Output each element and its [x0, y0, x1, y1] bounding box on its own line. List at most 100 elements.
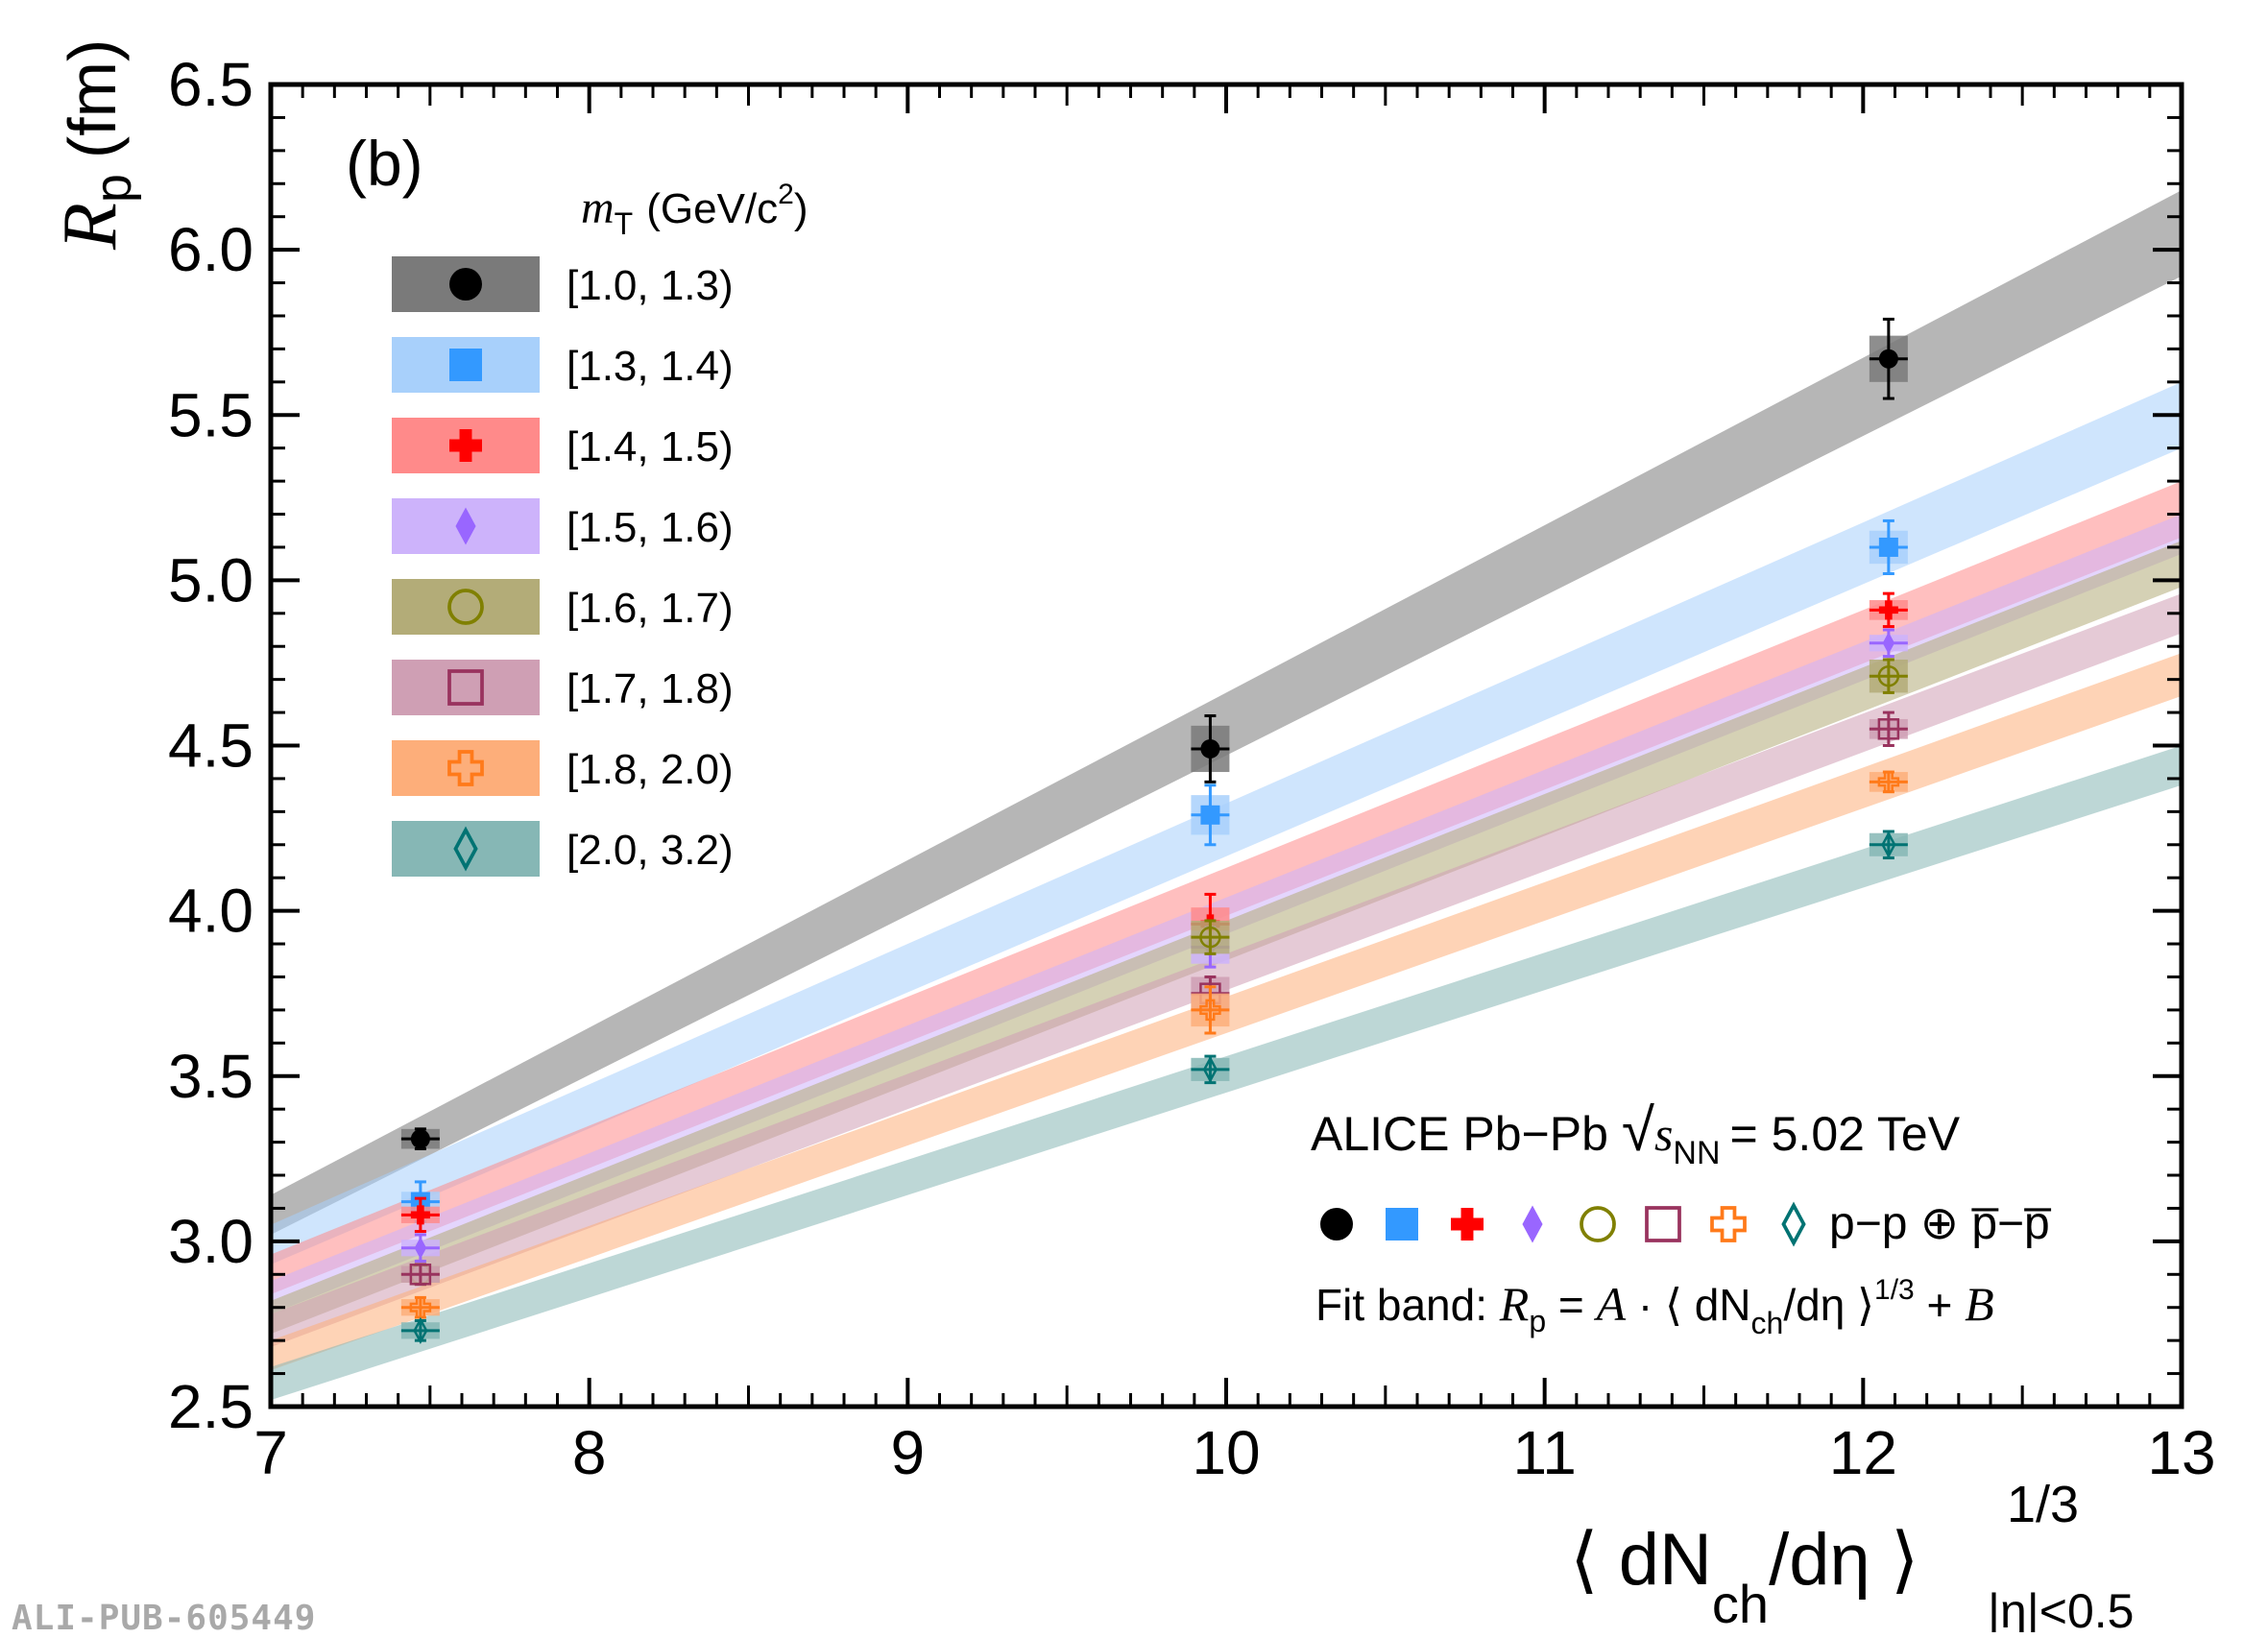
legend-marker	[447, 589, 484, 625]
legend-label: [1.3, 1.4)	[567, 343, 734, 390]
legend-marker-shape	[453, 826, 478, 872]
marker	[1877, 771, 1900, 793]
marker-shape	[1882, 632, 1895, 655]
marker-shape	[409, 1264, 432, 1286]
marker	[410, 1129, 430, 1149]
annotation-pairs: p−p ⊕ p̅−p̅	[1829, 1198, 2051, 1249]
marker	[1200, 738, 1220, 759]
legend: [1.0, 1.3) [1.3, 1.4) [1.4, 1.5) [1.5, 1.6)…	[392, 256, 734, 877]
marker	[1200, 805, 1220, 825]
legend-swatch	[392, 660, 540, 715]
point-s4-1	[400, 1233, 440, 1264]
annotation-marker-7	[1710, 1206, 1747, 1242]
annotation-marker-8	[1781, 1201, 1806, 1247]
legend-label: [1.4, 1.5)	[567, 423, 734, 470]
legend-marker-shape	[449, 268, 482, 301]
legend-marker	[447, 750, 484, 786]
legend-marker	[449, 268, 482, 301]
point-s3-1	[400, 1196, 440, 1234]
legend-item-5: [1.6, 1.7)	[392, 579, 734, 635]
y-tick-label: 5.5	[168, 380, 253, 449]
legend-marker-shape	[447, 589, 484, 625]
legend-label: [1.5, 1.6)	[567, 504, 734, 551]
annotation-marker-5	[1580, 1206, 1616, 1242]
axis-tick-labels: 7 8 9 10 11 12 13 2.5 3.0 3.5 4.0 4.5 5.0 5.5 6.0 6.5	[168, 50, 2216, 1487]
fit-band-6	[271, 593, 2182, 1348]
fit-band-1	[271, 190, 2182, 1235]
point-s7-1	[400, 1295, 440, 1319]
marker	[1199, 999, 1221, 1022]
point-s6-1	[400, 1263, 440, 1287]
y-tick-label: 6.0	[168, 215, 253, 284]
annotation-marker-1-shape	[1320, 1208, 1353, 1241]
marker-shape	[1877, 771, 1900, 793]
legend-label: [1.8, 2.0)	[567, 746, 734, 793]
x-tick-label: 8	[572, 1418, 607, 1487]
point-s1-2	[1191, 714, 1230, 783]
x-tick-label: 13	[2147, 1418, 2215, 1487]
y-tick-label: 2.5	[168, 1372, 253, 1441]
marker-shape	[1202, 1055, 1218, 1083]
marker	[414, 1237, 427, 1260]
legend-marker-shape	[447, 669, 484, 706]
y-tick-label: 4.0	[168, 877, 253, 946]
marker-shape	[1877, 718, 1900, 740]
legend-marker	[449, 349, 482, 381]
point-s3-3	[1869, 591, 1908, 629]
marker-shape	[1199, 926, 1221, 949]
legend-item-1: [1.0, 1.3)	[392, 256, 734, 312]
x-tick-label: 10	[1192, 1418, 1260, 1487]
marker-shape	[1881, 831, 1896, 858]
point-s7-3	[1869, 770, 1908, 794]
annotation-marker-7-shape	[1710, 1206, 1747, 1242]
legend-item-6: [1.7, 1.8)	[392, 660, 734, 715]
point-s8-1	[400, 1316, 440, 1344]
legend-swatch	[392, 740, 540, 796]
y-tick-label: 3.0	[168, 1207, 253, 1276]
marker	[410, 1205, 430, 1225]
marker-shape	[1200, 738, 1220, 759]
marker	[409, 1264, 432, 1286]
annotation-marker-3-shape	[1451, 1208, 1484, 1241]
x-axis-title: ⟨ dNch/dη ⟩1/3 |η|<0.5	[1570, 1476, 2135, 1632]
annotation-marker-2	[1386, 1208, 1418, 1241]
annotation-marker-4	[1522, 1205, 1543, 1243]
marker	[1199, 926, 1221, 949]
legend-marker-shape	[447, 750, 484, 786]
legend-marker-shape	[455, 507, 476, 545]
watermark: ALI-PUB-605449	[12, 1599, 317, 1638]
marker-shape	[410, 1205, 430, 1225]
marker-shape	[1878, 349, 1898, 369]
marker-shape	[413, 1316, 428, 1344]
legend-marker	[453, 826, 478, 872]
panel-label: (b)	[346, 128, 423, 199]
marker	[1878, 600, 1898, 620]
y-tick-label: 6.5	[168, 50, 253, 119]
legend-item-4: [1.5, 1.6)	[392, 498, 734, 554]
legend-item-3: [1.4, 1.5)	[392, 418, 734, 473]
marker	[1881, 831, 1896, 858]
marker	[1882, 632, 1895, 655]
legend-marker	[447, 669, 484, 706]
legend-marker-shape	[449, 349, 482, 381]
y-tick-label: 3.5	[168, 1042, 253, 1111]
marker-shape	[1878, 537, 1898, 557]
marker	[1877, 664, 1900, 687]
marker-shape	[414, 1237, 427, 1260]
annotation-marker-4-shape	[1522, 1205, 1543, 1243]
axis-ticks	[269, 83, 2184, 1409]
x-tick-label: 12	[1829, 1418, 1897, 1487]
annotation-marker-row	[1320, 1201, 1806, 1247]
legend-label: [1.7, 1.8)	[567, 665, 734, 712]
point-s2-2	[1191, 783, 1230, 847]
annotation-fit: Fit band: Rp = A · ⟨ dNch/dη ⟩1/3 + B	[1315, 1274, 1994, 1340]
legend-label: [2.0, 3.2)	[567, 827, 734, 874]
point-s4-3	[1869, 628, 1908, 659]
x-tick-label: 9	[891, 1418, 926, 1487]
annotation-marker-1	[1320, 1208, 1353, 1241]
marker-shape	[410, 1129, 430, 1149]
marker	[1878, 537, 1898, 557]
annotation-marker-6-shape	[1645, 1206, 1681, 1242]
marker	[409, 1296, 432, 1318]
legend-item-2: [1.3, 1.4)	[392, 337, 734, 393]
